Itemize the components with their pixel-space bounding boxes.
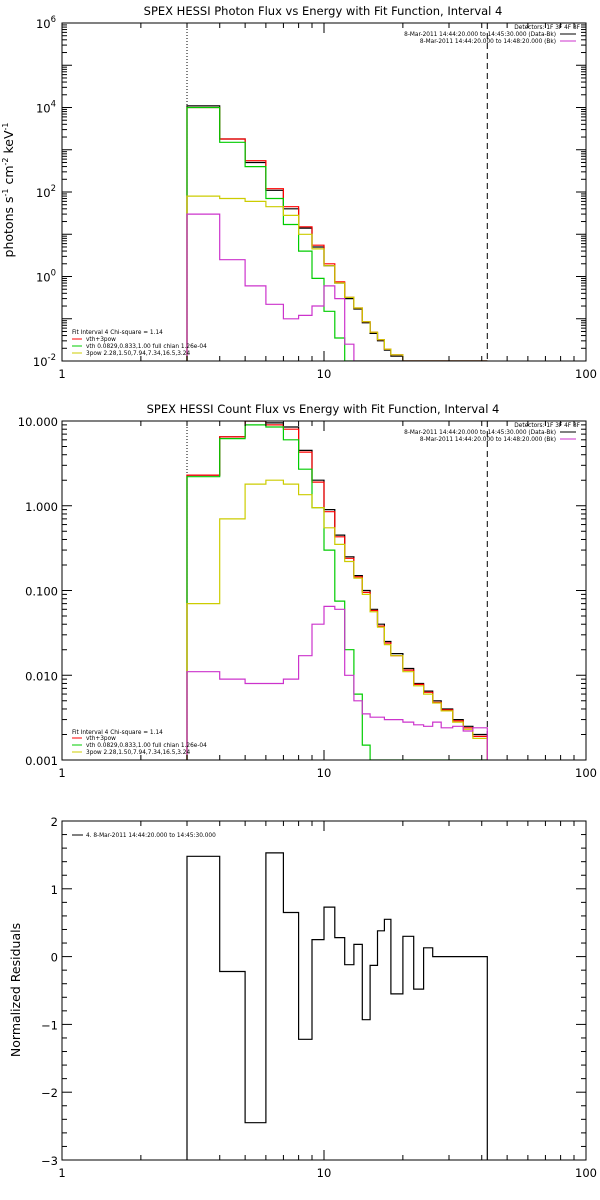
- x-tick-label-2-0: 1: [58, 1166, 65, 1180]
- y-tick-label-2-0: −3: [41, 1154, 58, 1168]
- residuals-legend-label: 4. 8-Mar-2011 14:44:20.000 to 14:45:30.0…: [86, 833, 216, 839]
- axes-frame-1: [61, 420, 587, 761]
- series-line-1-4: [186, 605, 488, 760]
- y-tick-label-2-3: 0: [51, 951, 58, 965]
- y-tick-label-2-4: 1: [51, 883, 58, 897]
- top-legend-label-1-0: 8-Mar-2011 14:44:20.000 to 14:45:30.000 …: [404, 430, 556, 436]
- y-tick-label-1-4: 10.000: [18, 415, 58, 429]
- series-line-2-0: [186, 852, 488, 1160]
- y-tick-label-1-3: 1.000: [25, 500, 58, 514]
- photon-flux-ylabel: photons s-1 cm-2 keV-1: [1, 123, 16, 258]
- series-line-0-1: [186, 106, 488, 361]
- x-tick-label-2-1: 10: [317, 1166, 332, 1180]
- y-tick-label-2-5: 2: [51, 815, 58, 829]
- x-tick-label-0-1: 10: [317, 367, 332, 381]
- photon-flux-title: SPEX HESSI Photon Flux vs Energy with Fi…: [144, 4, 503, 18]
- y-tick-label-2-2: −1: [41, 1018, 58, 1032]
- fit-legend-label-0-0: vth+3pow: [86, 337, 116, 343]
- fit-legend-label-1-2: 3pow 2.28,1.50,7.94,7.34,16.5,3.24: [86, 750, 190, 756]
- residuals-ylabel: Normalized Residuals: [8, 923, 23, 1057]
- fit-legend-label-0-2: 3pow 2.28,1.50,7.94,7.34,16.5,3.24: [86, 351, 190, 357]
- top-legend-label-0-1: 8-Mar-2011 14:44:20.000 to 14:48:20.000 …: [420, 39, 556, 45]
- y-tick-label-0-4: 106: [36, 15, 56, 31]
- y-tick-label-0-2: 102: [36, 184, 56, 200]
- residuals-panel: Normalized Residuals 4. 8-Mar-2011 14:44…: [8, 815, 597, 1180]
- series-line-0-4: [186, 213, 488, 361]
- photon-flux-fit-header: Fit Interval 4 Chi-square = 1.14: [72, 330, 163, 336]
- y-tick-label-0-3: 104: [36, 100, 56, 116]
- x-tick-label-1-2: 100: [575, 766, 597, 780]
- data-group-0: [186, 23, 488, 361]
- fit-legend-label-1-1: vth 0.0829,0.833,1.00 full chian 1.26e-0…: [86, 743, 207, 749]
- y-tick-label-1-1: 0.010: [25, 669, 58, 683]
- axes-frame-2: [61, 820, 587, 1161]
- series-line-1-3: [186, 479, 488, 760]
- y-tick-label-1-2: 0.100: [25, 585, 58, 599]
- series-line-0-3: [186, 195, 488, 361]
- count-flux-title: SPEX HESSI Count Flux vs Energy with Fit…: [147, 402, 500, 416]
- x-tick-label-1-1: 10: [317, 766, 332, 780]
- fit-legend-label-0-1: vth 0.0829,0.833,1.00 full chian 1.26e-0…: [86, 344, 207, 350]
- y-tick-label-2-1: −2: [41, 1086, 58, 1100]
- y-tick-label-1-0: 0.001: [25, 754, 58, 768]
- y-tick-label-0-1: 100: [36, 269, 56, 285]
- top-legend-label-1-1: 8-Mar-2011 14:44:20.000 to 14:48:20.000 …: [420, 437, 556, 443]
- data-group-2: [186, 852, 488, 1160]
- count-flux-detectors: Detectors: 1F 3F 4F 8F: [514, 423, 580, 429]
- top-legend-label-0-0: 8-Mar-2011 14:44:20.000 to 14:45:30.000 …: [404, 32, 556, 38]
- photon-flux-detectors: Detectors: 1F 3F 4F 8F: [514, 25, 580, 31]
- photon-flux-panel: SPEX HESSI Photon Flux vs Energy with Fi…: [1, 4, 597, 381]
- count-flux-panel: SPEX HESSI Count Flux vs Energy with Fit…: [18, 402, 597, 780]
- x-tick-label-0-2: 100: [575, 367, 597, 381]
- data-group-1: [186, 421, 488, 760]
- fit-legend-label-1-0: vth+3pow: [86, 736, 116, 742]
- count-flux-fit-header: Fit Interval 4 Chi-square = 1.14: [72, 730, 163, 736]
- x-tick-label-1-0: 1: [58, 766, 65, 780]
- series-line-0-0: [186, 105, 488, 361]
- series-line-1-0: [186, 421, 488, 760]
- x-tick-label-0-0: 1: [58, 367, 65, 381]
- y-tick-label-0-0: 10-2: [33, 353, 56, 369]
- x-tick-label-2-2: 100: [575, 1166, 597, 1180]
- series-line-0-2: [186, 106, 488, 361]
